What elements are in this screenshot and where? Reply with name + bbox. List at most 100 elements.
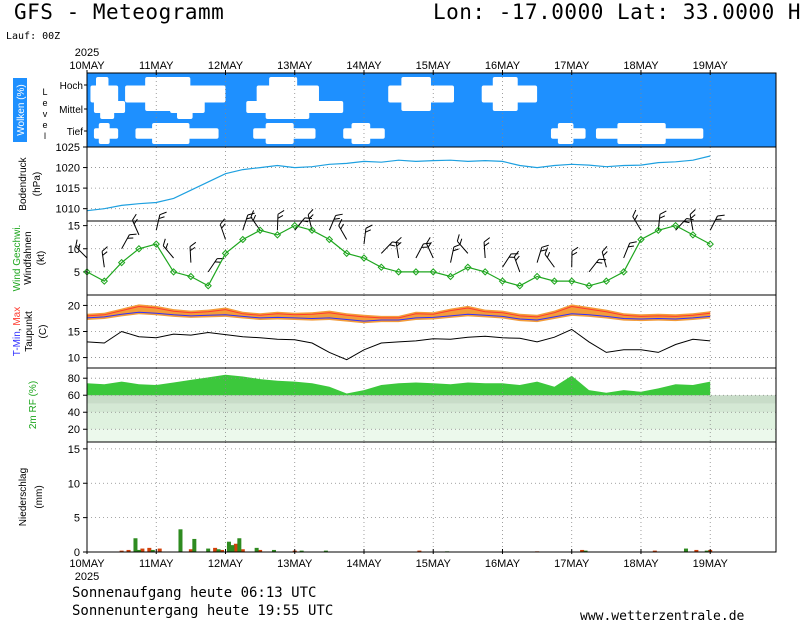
precip-bar [178,529,183,552]
precip-bar [271,549,276,552]
wind-barb [689,209,696,231]
wind-barb [415,242,431,259]
wind-barb-feather [221,223,226,229]
y-tick-label: 15 [68,327,80,339]
precip-bar [157,548,162,552]
sunset-text: Sonnenuntergang heute 19:55 UTC [72,603,334,619]
wind-barb [513,250,521,273]
wind-barb-feather [689,209,696,215]
wind-barb [363,224,373,245]
wind-barb-feather [483,237,491,243]
wind-barb-staff [689,214,694,231]
axis-label-box [13,78,27,142]
x-tick-label: 16MAY [485,558,521,570]
wind-barb-feather [189,246,196,252]
rh-band [87,403,776,413]
location-coords: Lon: -17.0000 Lat: 33.0000 Hgt: [433,0,800,24]
sunrise-text: Sonnenaufgang heute 06:13 UTC [72,585,317,601]
wind-speed-point [152,240,160,248]
wind-barb-staff [276,214,279,231]
source-credit: www.wetterzentrale.de [580,609,745,624]
y-tick-label: 1015 [56,183,80,195]
axis-label-text: Wolken (%) [16,84,27,136]
wind-speed-point [654,226,662,234]
y-tick-label: 5 [74,267,80,279]
level-label: Mittel [59,105,83,116]
wind-barb-staff [328,215,337,231]
page-title: GFS - Meteogramm [14,0,225,24]
wind-barb-feather [396,242,402,247]
wind-barb-staff [601,251,607,268]
wind-barb [131,213,140,236]
wind-barb [456,234,469,254]
wind-barb [162,238,174,259]
wind-barb-feather [546,251,551,258]
cloud-gap [617,123,666,144]
wind-barb-feather [453,243,461,248]
x-tick-label: 14MAY [346,60,382,72]
wind-speed-point [273,231,282,239]
wind-barb-feather [515,255,520,261]
wind-barb-staff [219,224,226,240]
x-tick-label: 10MAY [69,558,105,570]
precip-bar [140,548,145,552]
year-label: 2025 [75,571,99,583]
wind-speed-point [169,268,178,276]
wind-barb-feather [598,258,607,261]
wind-barb-feather [159,211,167,216]
y-tick-label: 60 [68,390,80,402]
wind-barb-feather [596,261,603,264]
x-tick-label: 19MAY [693,60,729,72]
wind-barb [338,218,348,240]
wind-barb-feather [127,237,134,239]
year-label: 2025 [75,47,99,59]
precip-bar [704,550,709,552]
wind-speed-point [516,282,524,290]
axis-label-text: (kt) [36,251,47,265]
x-tick-label: 14MAY [346,558,382,570]
wind-barb-feather [659,210,667,215]
cloud-gap [492,77,518,111]
cloud-gap [265,123,294,144]
x-tick-label: 12MAY [208,558,244,570]
wind-barb-staff [155,214,161,231]
wind-speed-point [602,277,611,285]
x-tick-label: 13MAY [277,60,313,72]
wind-barb-staff [426,243,434,259]
wind-barb-staff [536,247,543,263]
wind-barb-feather [338,218,343,226]
x-tick-label: 13MAY [277,558,313,570]
wind-speed-point [706,240,714,248]
wind-barb [450,243,461,263]
y-tick-label: 1020 [56,163,80,175]
wind-barb-feather [571,246,579,252]
temp-band [87,304,711,324]
axis-label-text: Wind Geschwi. [12,225,23,292]
wind-barb [276,210,285,231]
wind-barb [75,239,88,259]
wind-speed-point [689,231,697,239]
wind-speed-point [619,268,628,276]
wind-barb-feather [214,261,221,263]
wind-speed-point [342,249,351,258]
precip-bar [136,549,141,552]
precip-bar [258,549,263,552]
x-tick-label: 11MAY [139,558,174,570]
tmin-line [86,311,711,322]
x-tick-label: 12MAY [208,60,244,72]
wind-speed-point [135,245,143,253]
axis-label-text: T-Min, Max [12,307,23,356]
precip-bar [580,549,585,552]
wind-speed-point [533,272,541,281]
wind-speed-point [117,258,126,267]
wind-barb-feather [544,247,548,255]
wind-barb-staff [632,216,642,231]
cloud-gap [100,95,115,119]
wind-barb [242,212,255,231]
precip-bar [233,543,238,552]
wind-barb-feather [686,218,694,221]
wind-barb-staff [75,246,88,259]
wind-barb-feather [158,216,165,220]
precip-bar [133,538,138,552]
